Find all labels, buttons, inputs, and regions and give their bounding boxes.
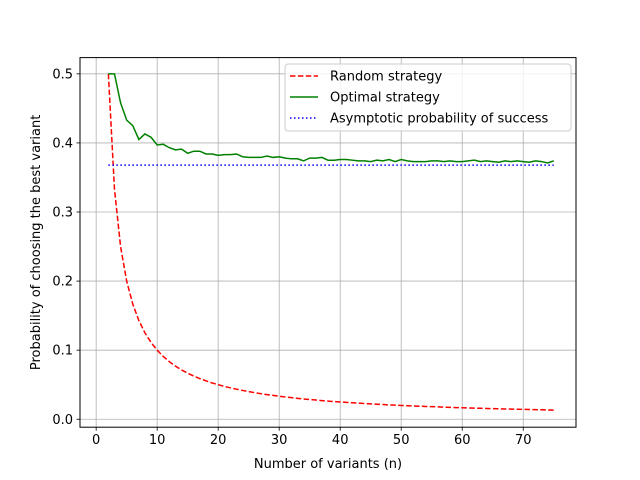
y-tick-label: 0.1 (52, 344, 73, 359)
plot-frame (79, 57, 577, 428)
y-tick-label: 0.5 (52, 67, 73, 82)
x-tick-label: 30 (271, 433, 288, 448)
y-tick-label: 0.3 (52, 206, 73, 221)
legend-label-1: Optimal strategy (330, 91, 440, 106)
series-layer (107, 73, 554, 411)
x-tick-label: 50 (393, 433, 410, 448)
y-tick-label: 0.0 (52, 413, 73, 428)
y-axis-label: Probability of choosing the best variant (29, 115, 44, 370)
x-tick-label: 20 (210, 433, 227, 448)
legend-box (284, 63, 572, 132)
legend-label-2: Asymptotic probability of success (330, 112, 549, 127)
y-tick-label: 0.4 (52, 136, 73, 151)
legend: Random strategy Optimal strategy Asymptoti… (284, 63, 572, 132)
ticks: 0 10 20 30 40 50 60 70 0.0 0.1 0.2 0.3 0.4 0.5 (52, 67, 531, 448)
x-tick-label: 10 (149, 433, 166, 448)
y-tick-label: 0.2 (52, 275, 73, 290)
series-line-1 (108, 73, 554, 164)
x-axis-label: Number of variants (n) (254, 457, 402, 472)
x-tick-label: 40 (332, 433, 349, 448)
series-line-0 (107, 73, 554, 411)
x-tick-label: 70 (515, 433, 532, 448)
x-tick-label: 60 (454, 433, 471, 448)
legend-label-0: Random strategy (330, 70, 442, 85)
x-tick-label: 0 (92, 433, 100, 448)
